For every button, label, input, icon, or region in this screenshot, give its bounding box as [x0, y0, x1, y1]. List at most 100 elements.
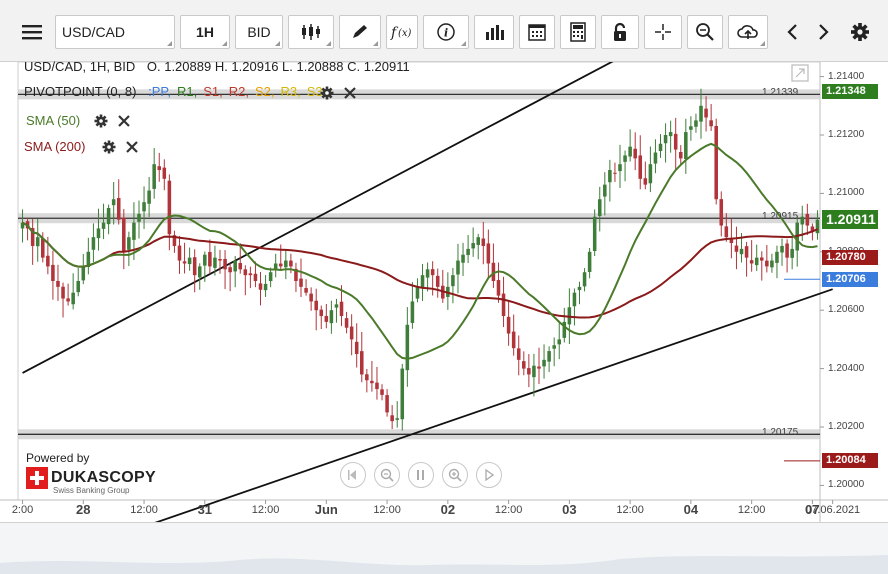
- candle-body: [770, 260, 774, 268]
- candle-down: [122, 209, 126, 270]
- info-button[interactable]: i: [423, 15, 469, 49]
- timeframe-selector[interactable]: 1H: [180, 15, 230, 49]
- candle-body: [486, 243, 491, 264]
- candle-body: [349, 326, 354, 340]
- candle-body: [557, 339, 562, 345]
- candle-down: [613, 162, 617, 182]
- candle-up: [71, 273, 75, 310]
- candle-up: [577, 281, 582, 305]
- calculator-button[interactable]: [560, 15, 596, 49]
- candle-body: [35, 237, 40, 247]
- hamburger-menu-button[interactable]: [14, 15, 50, 49]
- settings-button[interactable]: [846, 15, 874, 49]
- sma200-settings-icon[interactable]: [102, 140, 116, 154]
- candle-up: [410, 282, 415, 329]
- nav-play-button[interactable]: [476, 462, 502, 488]
- candle-body: [633, 148, 637, 159]
- price-chart[interactable]: [0, 62, 888, 522]
- pivot-close-icon[interactable]: [343, 86, 357, 100]
- candle-up: [684, 118, 688, 174]
- draw-tool-button[interactable]: [339, 15, 381, 49]
- candle-up: [268, 267, 273, 288]
- legend-title: USD/CAD, 1H, BID: [24, 59, 136, 74]
- candle-body: [754, 257, 759, 266]
- candle-body: [684, 132, 688, 160]
- sma200-close-icon[interactable]: [125, 140, 139, 154]
- candles: [20, 88, 820, 431]
- candle-up: [689, 116, 693, 141]
- symbol-selector[interactable]: USD/CAD: [55, 15, 175, 49]
- expand-icon[interactable]: [791, 64, 809, 82]
- channel-line: [22, 62, 614, 374]
- scroll-right-button[interactable]: [808, 15, 840, 49]
- zoom-button[interactable]: [687, 15, 723, 49]
- candle-up: [81, 253, 86, 285]
- candle-body: [213, 257, 217, 268]
- horizontal-levels: [18, 89, 820, 440]
- svg-text:i: i: [444, 27, 448, 40]
- candle-body: [547, 351, 551, 362]
- candle-down: [218, 249, 222, 274]
- candle-up: [476, 233, 480, 260]
- pivot-legend[interactable]: PIVOTPOINT (0, 8) : PP, R1, S1, R2, S2, R3, S3: [24, 84, 329, 99]
- indicators-button[interactable]: [474, 15, 514, 49]
- crosshair-button[interactable]: [644, 15, 682, 49]
- calendar-button[interactable]: [519, 15, 555, 49]
- candle-body: [339, 301, 344, 317]
- pivot-settings-icon[interactable]: [320, 86, 334, 100]
- candle-body: [142, 202, 146, 212]
- nav-first-button[interactable]: [340, 462, 366, 488]
- candle-down: [724, 213, 729, 242]
- candle-body: [471, 243, 475, 249]
- candle-up: [608, 159, 612, 202]
- candle-body: [243, 269, 248, 276]
- candle-body: [491, 262, 496, 281]
- sma50-settings-icon[interactable]: [94, 114, 108, 128]
- candle-up: [547, 346, 551, 373]
- candle-up: [815, 210, 820, 240]
- sma50-legend[interactable]: SMA (50): [26, 113, 80, 128]
- function-button[interactable]: f (x): [386, 15, 418, 49]
- candle-down: [344, 311, 349, 334]
- sma200-legend[interactable]: SMA (200): [24, 139, 85, 154]
- upload-button[interactable]: [728, 15, 768, 49]
- candle-body: [476, 237, 480, 245]
- pencil-icon: [353, 25, 367, 38]
- candle-body: [106, 208, 111, 225]
- scroll-left-button[interactable]: [776, 15, 808, 49]
- candle-up: [187, 247, 192, 271]
- candle-down: [182, 242, 187, 274]
- nav-pause-button[interactable]: [408, 462, 434, 488]
- candle-body: [810, 226, 815, 232]
- candle-down: [223, 250, 227, 290]
- candle-body: [273, 263, 278, 270]
- candle-body: [765, 260, 769, 267]
- candle-up: [775, 245, 779, 279]
- candle-body: [370, 380, 374, 384]
- chart-area[interactable]: USD/CAD, 1H, BID O. 1.20889 H. 1.20916 L…: [0, 59, 888, 574]
- candle-up: [658, 134, 663, 158]
- candle-down: [673, 117, 678, 170]
- candle-body: [96, 228, 101, 239]
- chart-type-button[interactable]: [288, 15, 334, 49]
- nav-zoom-in-button[interactable]: [442, 462, 468, 488]
- candle-body: [400, 368, 405, 420]
- y-tick-label: 1.20000: [828, 479, 865, 491]
- candle-body: [238, 263, 243, 270]
- candle-body: [608, 170, 612, 183]
- candle-body: [577, 286, 582, 291]
- navigator-strip[interactable]: [0, 522, 888, 574]
- price-side-selector[interactable]: BID: [235, 15, 283, 49]
- candle-down: [56, 264, 60, 301]
- nav-zoom-out-button[interactable]: [374, 462, 400, 488]
- candle-down: [66, 283, 70, 306]
- calendar-icon: [528, 24, 546, 41]
- candle-body: [81, 266, 86, 281]
- lock-button[interactable]: [601, 15, 639, 49]
- candle-down: [258, 271, 263, 306]
- candle-down: [511, 314, 516, 356]
- candle-body: [501, 293, 506, 317]
- candle-up: [142, 186, 146, 230]
- sma50-close-icon[interactable]: [117, 114, 131, 128]
- candle-body: [187, 257, 192, 265]
